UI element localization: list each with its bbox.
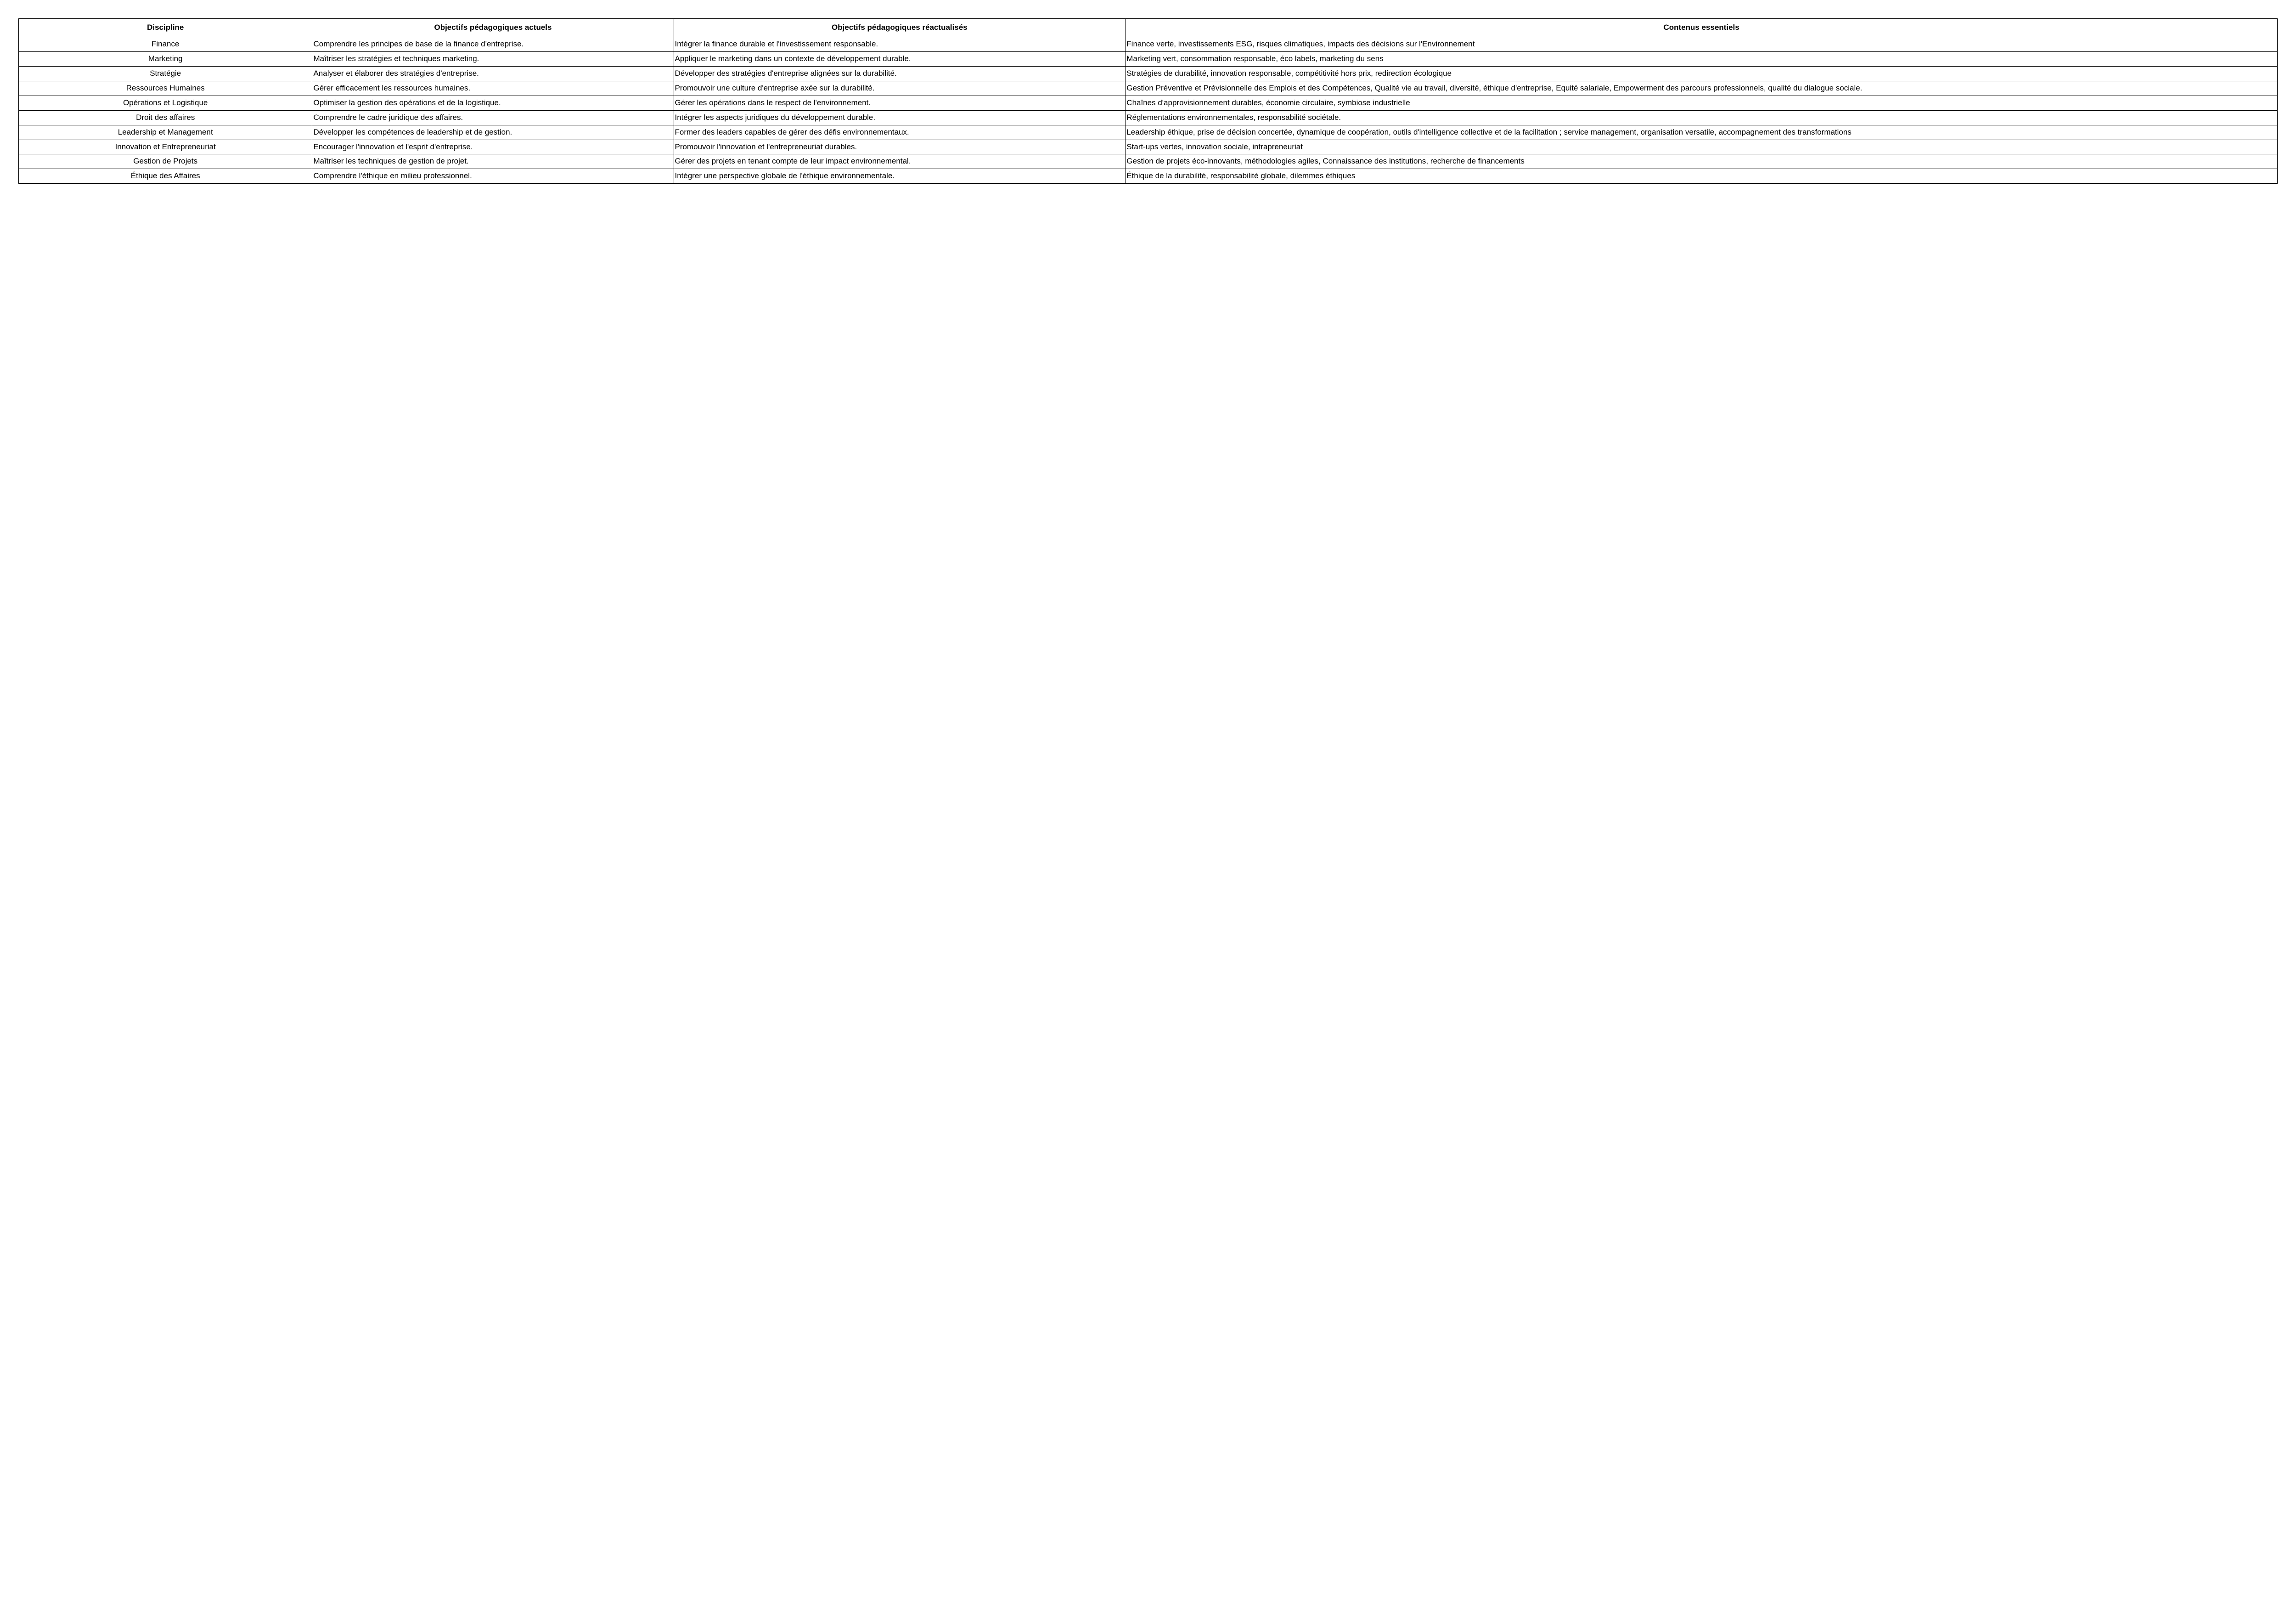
cell-essential-content: Réglementations environnementales, respo…	[1125, 110, 2278, 125]
cell-current-objectives: Optimiser la gestion des opérations et d…	[312, 96, 674, 110]
cell-essential-content: Gestion Préventive et Prévisionnelle des…	[1125, 81, 2278, 96]
cell-current-objectives: Encourager l'innovation et l'esprit d'en…	[312, 140, 674, 154]
cell-current-objectives: Maîtriser les techniques de gestion de p…	[312, 154, 674, 169]
col-header-content: Contenus essentiels	[1125, 19, 2278, 37]
cell-updated-objectives: Gérer des projets en tenant compte de le…	[674, 154, 1125, 169]
cell-essential-content: Gestion de projets éco-innovants, méthod…	[1125, 154, 2278, 169]
disciplines-table: Discipline Objectifs pédagogiques actuel…	[18, 18, 2278, 184]
cell-current-objectives: Développer les compétences de leadership…	[312, 125, 674, 140]
col-header-discipline: Discipline	[19, 19, 312, 37]
cell-current-objectives: Gérer efficacement les ressources humain…	[312, 81, 674, 96]
table-row: Leadership et ManagementDévelopper les c…	[19, 125, 2278, 140]
col-header-current: Objectifs pédagogiques actuels	[312, 19, 674, 37]
cell-updated-objectives: Appliquer le marketing dans un contexte …	[674, 51, 1125, 66]
col-header-updated: Objectifs pédagogiques réactualisés	[674, 19, 1125, 37]
cell-discipline: Innovation et Entrepreneuriat	[19, 140, 312, 154]
table-header: Discipline Objectifs pédagogiques actuel…	[19, 19, 2278, 37]
cell-essential-content: Marketing vert, consommation responsable…	[1125, 51, 2278, 66]
cell-essential-content: Éthique de la durabilité, responsabilité…	[1125, 169, 2278, 184]
cell-discipline: Éthique des Affaires	[19, 169, 312, 184]
table-row: FinanceComprendre les principes de base …	[19, 37, 2278, 51]
cell-updated-objectives: Former des leaders capables de gérer des…	[674, 125, 1125, 140]
cell-current-objectives: Comprendre l'éthique en milieu professio…	[312, 169, 674, 184]
cell-updated-objectives: Intégrer les aspects juridiques du dével…	[674, 110, 1125, 125]
cell-discipline: Stratégie	[19, 66, 312, 81]
cell-current-objectives: Comprendre le cadre juridique des affair…	[312, 110, 674, 125]
cell-discipline: Gestion de Projets	[19, 154, 312, 169]
table-row: MarketingMaîtriser les stratégies et tec…	[19, 51, 2278, 66]
table-row: Innovation et EntrepreneuriatEncourager …	[19, 140, 2278, 154]
cell-essential-content: Leadership éthique, prise de décision co…	[1125, 125, 2278, 140]
cell-discipline: Ressources Humaines	[19, 81, 312, 96]
table-row: Gestion de ProjetsMaîtriser les techniqu…	[19, 154, 2278, 169]
cell-essential-content: Chaînes d'approvisionnement durables, éc…	[1125, 96, 2278, 110]
cell-discipline: Droit des affaires	[19, 110, 312, 125]
cell-current-objectives: Comprendre les principes de base de la f…	[312, 37, 674, 51]
header-row: Discipline Objectifs pédagogiques actuel…	[19, 19, 2278, 37]
cell-discipline: Opérations et Logistique	[19, 96, 312, 110]
table-row: StratégieAnalyser et élaborer des straté…	[19, 66, 2278, 81]
table-row: Éthique des AffairesComprendre l'éthique…	[19, 169, 2278, 184]
cell-current-objectives: Analyser et élaborer des stratégies d'en…	[312, 66, 674, 81]
cell-current-objectives: Maîtriser les stratégies et techniques m…	[312, 51, 674, 66]
table-row: Droit des affairesComprendre le cadre ju…	[19, 110, 2278, 125]
table-row: Opérations et LogistiqueOptimiser la ges…	[19, 96, 2278, 110]
table-row: Ressources HumainesGérer efficacement le…	[19, 81, 2278, 96]
cell-updated-objectives: Développer des stratégies d'entreprise a…	[674, 66, 1125, 81]
cell-essential-content: Finance verte, investissements ESG, risq…	[1125, 37, 2278, 51]
cell-essential-content: Start-ups vertes, innovation sociale, in…	[1125, 140, 2278, 154]
cell-discipline: Marketing	[19, 51, 312, 66]
cell-updated-objectives: Gérer les opérations dans le respect de …	[674, 96, 1125, 110]
cell-updated-objectives: Promouvoir une culture d'entreprise axée…	[674, 81, 1125, 96]
cell-essential-content: Stratégies de durabilité, innovation res…	[1125, 66, 2278, 81]
cell-updated-objectives: Promouvoir l'innovation et l'entrepreneu…	[674, 140, 1125, 154]
cell-discipline: Finance	[19, 37, 312, 51]
cell-updated-objectives: Intégrer une perspective globale de l'ét…	[674, 169, 1125, 184]
cell-discipline: Leadership et Management	[19, 125, 312, 140]
table-body: FinanceComprendre les principes de base …	[19, 37, 2278, 183]
cell-updated-objectives: Intégrer la finance durable et l'investi…	[674, 37, 1125, 51]
